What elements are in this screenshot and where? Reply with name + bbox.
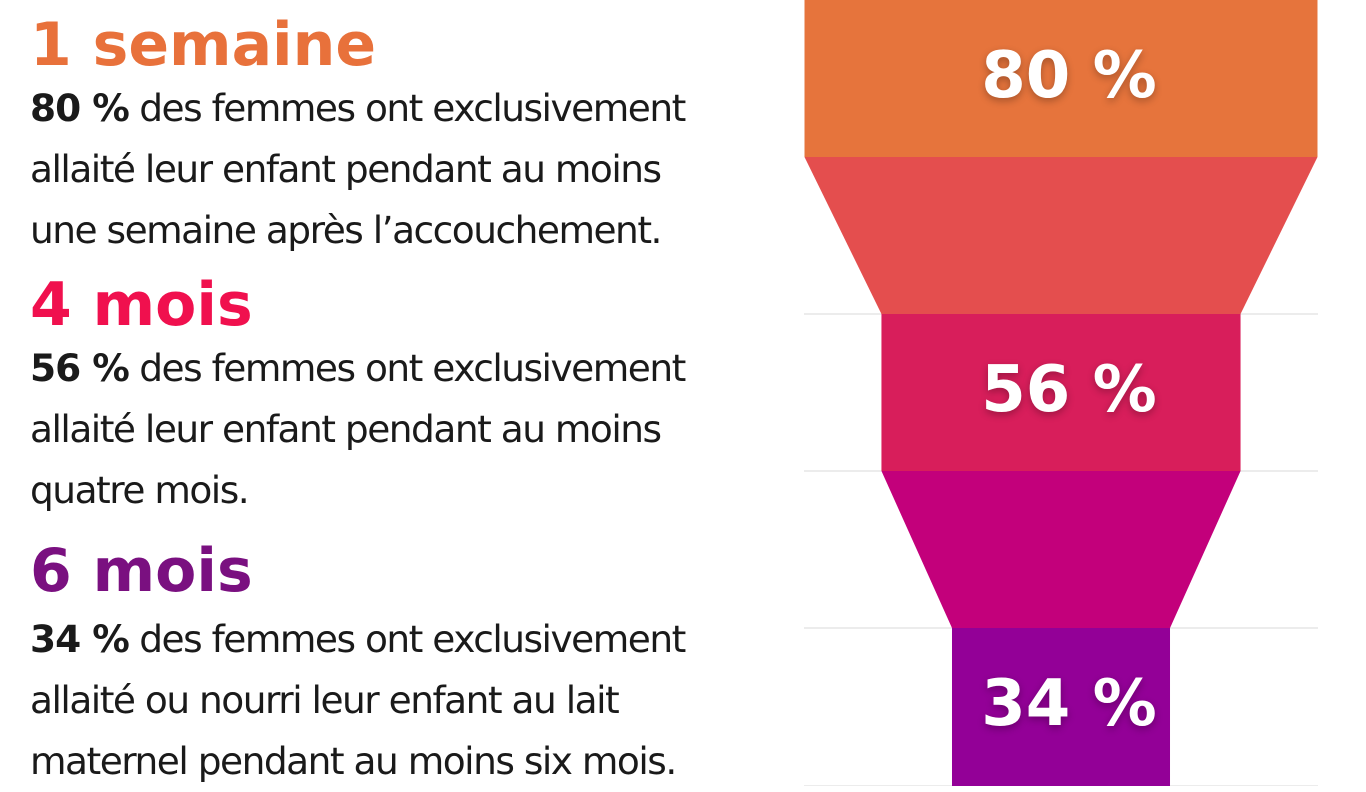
description-text: des femmes ont exclusivement <box>128 86 686 130</box>
description-line: maternel pendant au moins six mois. <box>30 739 677 783</box>
description-4-mois: 56 % des femmes ont exclusivement allait… <box>30 338 790 521</box>
heading-4-mois: 4 mois <box>30 270 253 340</box>
funnel-transition <box>881 471 1241 628</box>
percent-56: 56 % <box>30 346 130 390</box>
description-text: des femmes ont exclusivement <box>128 617 686 661</box>
funnel-value-label: 80 % <box>981 38 1157 113</box>
description-1-semaine: 80 % des femmes ont exclusivement allait… <box>30 78 790 261</box>
percent-34: 34 % <box>30 617 130 661</box>
percent-80: 80 % <box>30 86 130 130</box>
description-line: 80 % des femmes ont exclusivement <box>30 78 790 139</box>
funnel-stage-1-semaine <box>804 0 1318 157</box>
heading-6-mois: 6 mois <box>30 536 253 606</box>
description-line: allaité ou nourri leur enfant au lait <box>30 678 620 722</box>
funnel-stage-4-mois <box>881 314 1241 471</box>
description-line: 34 % des femmes ont exclusivement <box>30 609 790 670</box>
description-text: des femmes ont exclusivement <box>128 346 686 390</box>
funnel-value-label: 56 % <box>981 352 1157 427</box>
description-line: 56 % des femmes ont exclusivement <box>30 338 790 399</box>
heading-1-semaine: 1 semaine <box>30 10 377 80</box>
section-6-mois: 6 mois 34 % des femmes ont exclusivement… <box>30 538 790 792</box>
funnel-transition <box>804 157 1318 314</box>
description-6-mois: 34 % des femmes ont exclusivement allait… <box>30 609 790 792</box>
description-line: quatre mois. <box>30 468 250 512</box>
funnel-value-label: 34 % <box>981 667 1157 741</box>
funnel-stage-6-mois <box>951 628 1171 786</box>
description-line: une semaine après l’accouchement. <box>30 208 662 252</box>
section-1-semaine: 1 semaine 80 % des femmes ont exclusivem… <box>30 12 790 261</box>
section-4-mois: 4 mois 56 % des femmes ont exclusivement… <box>30 272 790 521</box>
description-line: allaité leur enfant pendant au moins <box>30 407 662 451</box>
description-line: allaité leur enfant pendant au moins <box>30 147 662 191</box>
